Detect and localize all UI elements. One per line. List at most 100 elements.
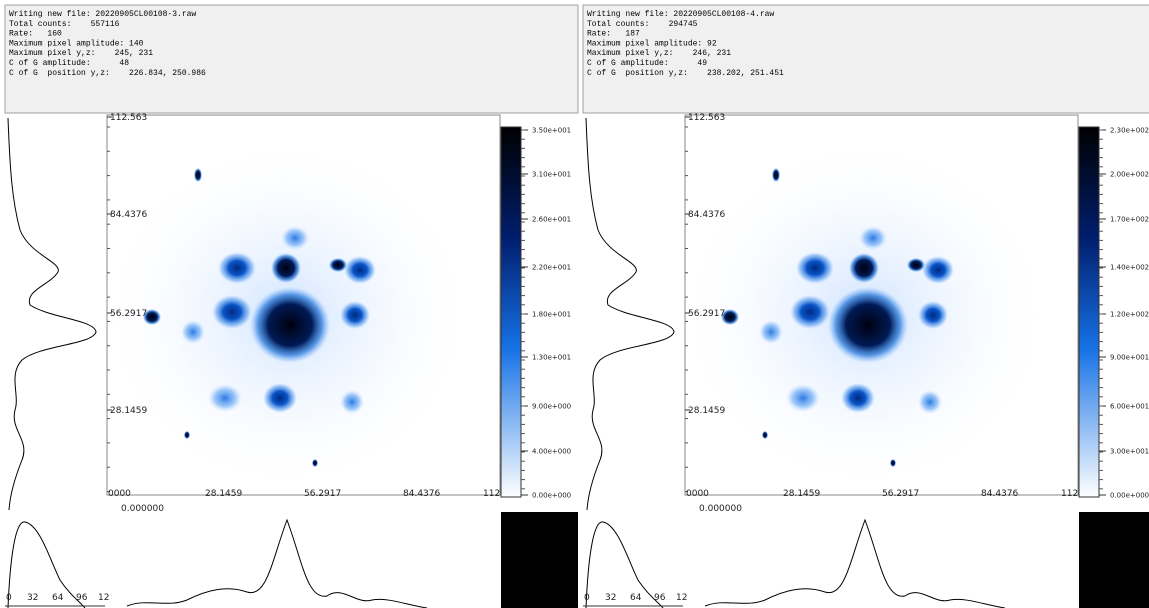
- diffraction-spot: [263, 383, 297, 413]
- x-axis-sub-label: 0.000000: [121, 504, 164, 514]
- diffraction-spot: [907, 258, 925, 272]
- bottom-black-box: [501, 512, 578, 608]
- info-box: [4, 4, 579, 114]
- diffraction-spot: [250, 287, 330, 363]
- colorbar-label: 1.40e+002: [1110, 264, 1149, 272]
- info-line: Rate: 160: [9, 30, 62, 39]
- y-axis-label: 56.2917: [110, 309, 147, 319]
- profile-tick-label: 96: [654, 593, 666, 603]
- x-axis-label: 0000: [686, 489, 709, 499]
- diffraction-spot: [918, 301, 948, 329]
- profile-tick-label: 64: [52, 593, 64, 603]
- diffraction-spot: [922, 256, 954, 284]
- diffraction-spot: [762, 431, 768, 439]
- colorbar-label: 2.60e+001: [532, 216, 571, 224]
- info-line: C of G position y,z: 226.834, 250.986: [9, 69, 206, 78]
- info-line: Writing new file: 20220905CL00108-4.raw: [587, 10, 774, 19]
- colorbar-label: 2.00e+002: [1110, 171, 1149, 179]
- colorbar-label: 2.30e+002: [1110, 127, 1149, 135]
- colorbar-label: 1.70e+002: [1110, 216, 1149, 224]
- diffraction-spot: [841, 383, 875, 413]
- y-axis-label: 84.4376: [110, 210, 147, 220]
- diffraction-spot: [329, 258, 347, 272]
- diffraction-spot: [344, 256, 376, 284]
- diffraction-spot: [721, 309, 739, 325]
- profile-tick-label: 32: [605, 593, 616, 603]
- info-line: Maximum pixel y,z: 246, 231: [587, 49, 731, 58]
- y-axis-label: 28.1459: [688, 406, 725, 416]
- colorbar-label: 3.10e+001: [532, 171, 571, 179]
- info-line: Maximum pixel amplitude: 92: [587, 39, 717, 48]
- profile-tick-label: 0: [584, 593, 590, 603]
- colorbar-label: 0.00e+000: [532, 492, 571, 500]
- info-line: C of G amplitude: 48: [9, 59, 129, 68]
- diffraction-spot: [143, 309, 161, 325]
- colorbar-label: 3.00e+001: [1110, 448, 1149, 456]
- colorbar-label: 4.00e+000: [532, 448, 571, 456]
- diffraction-spot: [918, 390, 942, 414]
- profile-tick-label: 64: [630, 593, 642, 603]
- colorbar-label: 1.20e+002: [1110, 311, 1149, 319]
- colorbar-label: 2.20e+001: [532, 264, 571, 272]
- info-line: Writing new file: 20220905CL00108-3.raw: [9, 10, 196, 19]
- colorbar-label: 6.00e+001: [1110, 403, 1149, 411]
- diffraction-spot: [828, 287, 908, 363]
- y-axis-label: 28.1459: [110, 406, 147, 416]
- y-axis-label: 56.2917: [688, 309, 725, 319]
- diffraction-spot: [859, 226, 887, 250]
- profile-tick-label: 12: [98, 593, 109, 603]
- diffraction-spot: [184, 431, 190, 439]
- colorbar: [500, 126, 522, 498]
- y-axis-label: 112.563: [688, 113, 725, 123]
- colorbar: [1078, 126, 1100, 498]
- x-axis-label: 28.1459: [783, 489, 820, 499]
- profile-tick-label: 12: [676, 593, 687, 603]
- diffraction-spot: [790, 295, 830, 329]
- vertical-profile: [7, 117, 97, 511]
- diffraction-spot: [181, 320, 205, 344]
- small-profile: [7, 521, 86, 608]
- diffraction-spot: [786, 384, 820, 412]
- diffraction-spot: [281, 226, 309, 250]
- diffraction-spot: [271, 253, 301, 283]
- diffraction-spot: [796, 252, 834, 284]
- colorbar-label: 1.80e+001: [532, 311, 571, 319]
- diffraction-spot: [340, 301, 370, 329]
- colorbar-label: 9.00e+000: [532, 403, 571, 411]
- info-line: C of G amplitude: 49: [587, 59, 707, 68]
- info-line: Total counts: 557116: [9, 20, 120, 29]
- x-axis-label: 112: [1061, 489, 1078, 499]
- info-line: Rate: 187: [587, 30, 640, 39]
- diffraction-spot: [849, 253, 879, 283]
- x-axis-label: 56.2917: [304, 489, 341, 499]
- diffraction-spot: [312, 459, 318, 467]
- x-axis-label: 84.4376: [981, 489, 1018, 499]
- image-panel: Writing new file: 20220905CL00108-4.rawT…: [582, 4, 1149, 608]
- diffraction-spot: [759, 320, 783, 344]
- colorbar-label: 9.00e+001: [1110, 354, 1149, 362]
- colorbar-label: 0.00e+000: [1110, 492, 1149, 500]
- profile-tick-label: 0: [6, 593, 12, 603]
- image-panel: Writing new file: 20220905CL00108-3.rawT…: [4, 4, 579, 608]
- colorbar-label: 1.30e+001: [532, 354, 571, 362]
- diffraction-spot: [194, 168, 202, 182]
- x-axis-label: 28.1459: [205, 489, 242, 499]
- diffraction-spot: [772, 168, 780, 182]
- x-axis-label: 84.4376: [403, 489, 440, 499]
- horizontal-profile: [126, 518, 428, 608]
- diffraction-spot: [212, 295, 252, 329]
- x-axis-label: 112: [483, 489, 500, 499]
- y-axis-label: 84.4376: [688, 210, 725, 220]
- info-line: Maximum pixel amplitude: 140: [9, 39, 144, 48]
- colorbar-label: 3.50e+001: [532, 127, 571, 135]
- info-box: [582, 4, 1149, 114]
- x-axis-label: 56.2917: [882, 489, 919, 499]
- y-axis-label: 112.563: [110, 113, 147, 123]
- info-line: Total counts: 294745: [587, 20, 698, 29]
- horizontal-profile: [704, 518, 1006, 608]
- info-line: C of G position y,z: 238.202, 251.451: [587, 69, 784, 78]
- diffraction-spot: [340, 390, 364, 414]
- vertical-profile: [585, 117, 675, 511]
